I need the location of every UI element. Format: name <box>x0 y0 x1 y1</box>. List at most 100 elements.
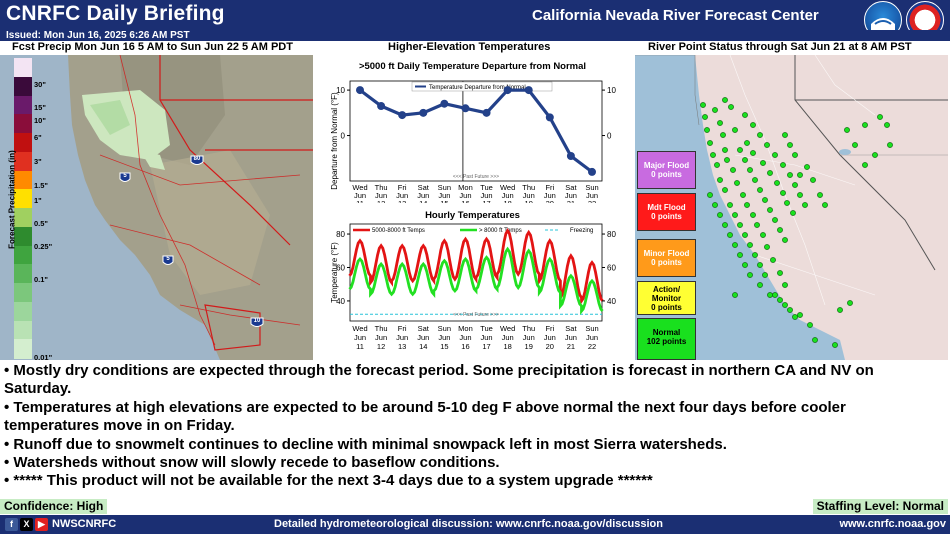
river-point <box>747 242 753 248</box>
river-point <box>757 132 763 138</box>
legend-item: Action/ Monitor 0 points <box>637 281 696 315</box>
river-point <box>780 162 786 168</box>
x-tick-label: Jun <box>438 191 450 200</box>
x-tick-label: 20 <box>546 342 554 351</box>
legend-item-count: 0 points <box>651 212 682 221</box>
river-point <box>722 97 728 103</box>
river-point <box>770 257 776 263</box>
y-tick-label: 10 <box>607 86 616 95</box>
y-tick-label: 10 <box>336 86 345 95</box>
y-tick-label: 80 <box>607 230 616 239</box>
scale-tick-label: 0.1" <box>34 275 48 284</box>
legend-item-label: Major Flood <box>643 161 690 170</box>
x-tick-label: Jun <box>417 191 429 200</box>
legend-item-count: 102 points <box>646 337 687 346</box>
scale-swatch <box>14 76 32 96</box>
river-point <box>722 222 728 228</box>
river-point <box>724 157 730 163</box>
precip-color-scale <box>14 58 32 359</box>
river-point <box>720 132 726 138</box>
river-point <box>877 114 883 120</box>
x-tick-label: Tue <box>480 324 493 333</box>
river-point <box>777 227 783 233</box>
x-tick-label: Jun <box>523 191 535 200</box>
x-tick-label: 15 <box>440 199 448 203</box>
scale-swatch <box>14 245 32 265</box>
highway-shield-icon <box>190 155 204 165</box>
river-point <box>750 150 756 156</box>
scale-tick-label: 30" <box>34 80 46 89</box>
x-tick-label: Jun <box>586 333 598 342</box>
river-point <box>847 300 853 306</box>
scale-swatch <box>14 301 32 321</box>
river-point <box>774 180 780 186</box>
x-tick-label: 11 <box>356 199 364 203</box>
discussion-link[interactable]: Detailed hydrometeorological discussion:… <box>274 518 663 530</box>
river-point <box>754 222 760 228</box>
river-point <box>887 142 893 148</box>
legend-item: Normal 102 points <box>637 318 696 360</box>
x-tick-label: Jun <box>502 333 514 342</box>
x-tick-label: Jun <box>586 191 598 200</box>
precip-map-panel: 80 5 5 10 Forecast Precipitation (in) 30… <box>0 54 313 362</box>
river-point <box>787 172 793 178</box>
bullet-item: • ***** This product will not be availab… <box>4 472 653 490</box>
legend-item-label: Action/ Monitor <box>651 285 682 303</box>
x-tick-label: Sat <box>418 183 430 192</box>
river-point <box>762 197 768 203</box>
x-tick-label: Jun <box>565 191 577 200</box>
river-point <box>797 312 803 318</box>
x-tick-label: 13 <box>398 199 406 203</box>
website-link[interactable]: www.cnrfc.noaa.gov <box>839 518 946 530</box>
river-point <box>700 102 706 108</box>
legend-box <box>411 81 553 92</box>
river-point <box>767 207 773 213</box>
scale-tick-label: 10" <box>34 116 46 125</box>
x-tick-label: 21 <box>567 342 575 351</box>
x-tick-label: Sun <box>585 324 598 333</box>
river-point <box>737 147 743 153</box>
departure-point <box>377 102 386 110</box>
highway-shield-icon <box>250 317 264 327</box>
legend-label: Temperature Departure from Normal <box>429 85 526 91</box>
river-point <box>797 192 803 198</box>
bullet-item: • Temperatures at high elevations are ex… <box>4 398 846 435</box>
page-title: CNRFC Daily Briefing <box>6 2 225 25</box>
river-point <box>782 237 788 243</box>
departure-point <box>524 86 533 95</box>
scale-tick-label: 0.25" <box>34 242 53 251</box>
scale-tick-label: 3" <box>34 157 42 166</box>
scale-swatch <box>14 170 32 190</box>
y-tick-label: 40 <box>607 297 616 306</box>
scale-swatch <box>14 95 32 115</box>
bullet-item: • Mostly dry conditions are expected thr… <box>4 362 874 398</box>
facebook-icon[interactable]: f <box>5 518 18 531</box>
river-point <box>777 297 783 303</box>
hourly-temp-chart: 5000-8000 ft Temps > 8000 ft Temps Freezin… <box>330 223 616 351</box>
youtube-icon[interactable]: ▶ <box>35 518 48 531</box>
river-point <box>717 177 723 183</box>
x-tick-label: Jun <box>438 333 450 342</box>
river-point <box>784 200 790 206</box>
x-tick-label: Jun <box>375 333 387 342</box>
social-handle[interactable]: NWSCNRFC <box>52 518 117 530</box>
legend-item-label: Normal <box>652 328 681 337</box>
departure-point <box>545 113 554 122</box>
river-point <box>884 122 890 128</box>
scale-swatch <box>14 114 32 134</box>
river-point <box>817 192 823 198</box>
x-tick-label: 18 <box>503 342 511 351</box>
river-point <box>737 252 743 258</box>
departure-point <box>482 108 491 117</box>
river-point <box>740 192 746 198</box>
river-point <box>707 140 713 146</box>
river-point <box>707 192 713 198</box>
x-tick-label: Mon <box>458 324 473 333</box>
scale-swatch <box>14 339 32 359</box>
departure-point <box>461 104 470 113</box>
river-point <box>712 202 718 208</box>
y-tick-label: 0 <box>341 132 346 141</box>
river-point <box>722 147 728 153</box>
x-twitter-icon[interactable]: X <box>20 518 33 531</box>
river-point <box>752 252 758 258</box>
